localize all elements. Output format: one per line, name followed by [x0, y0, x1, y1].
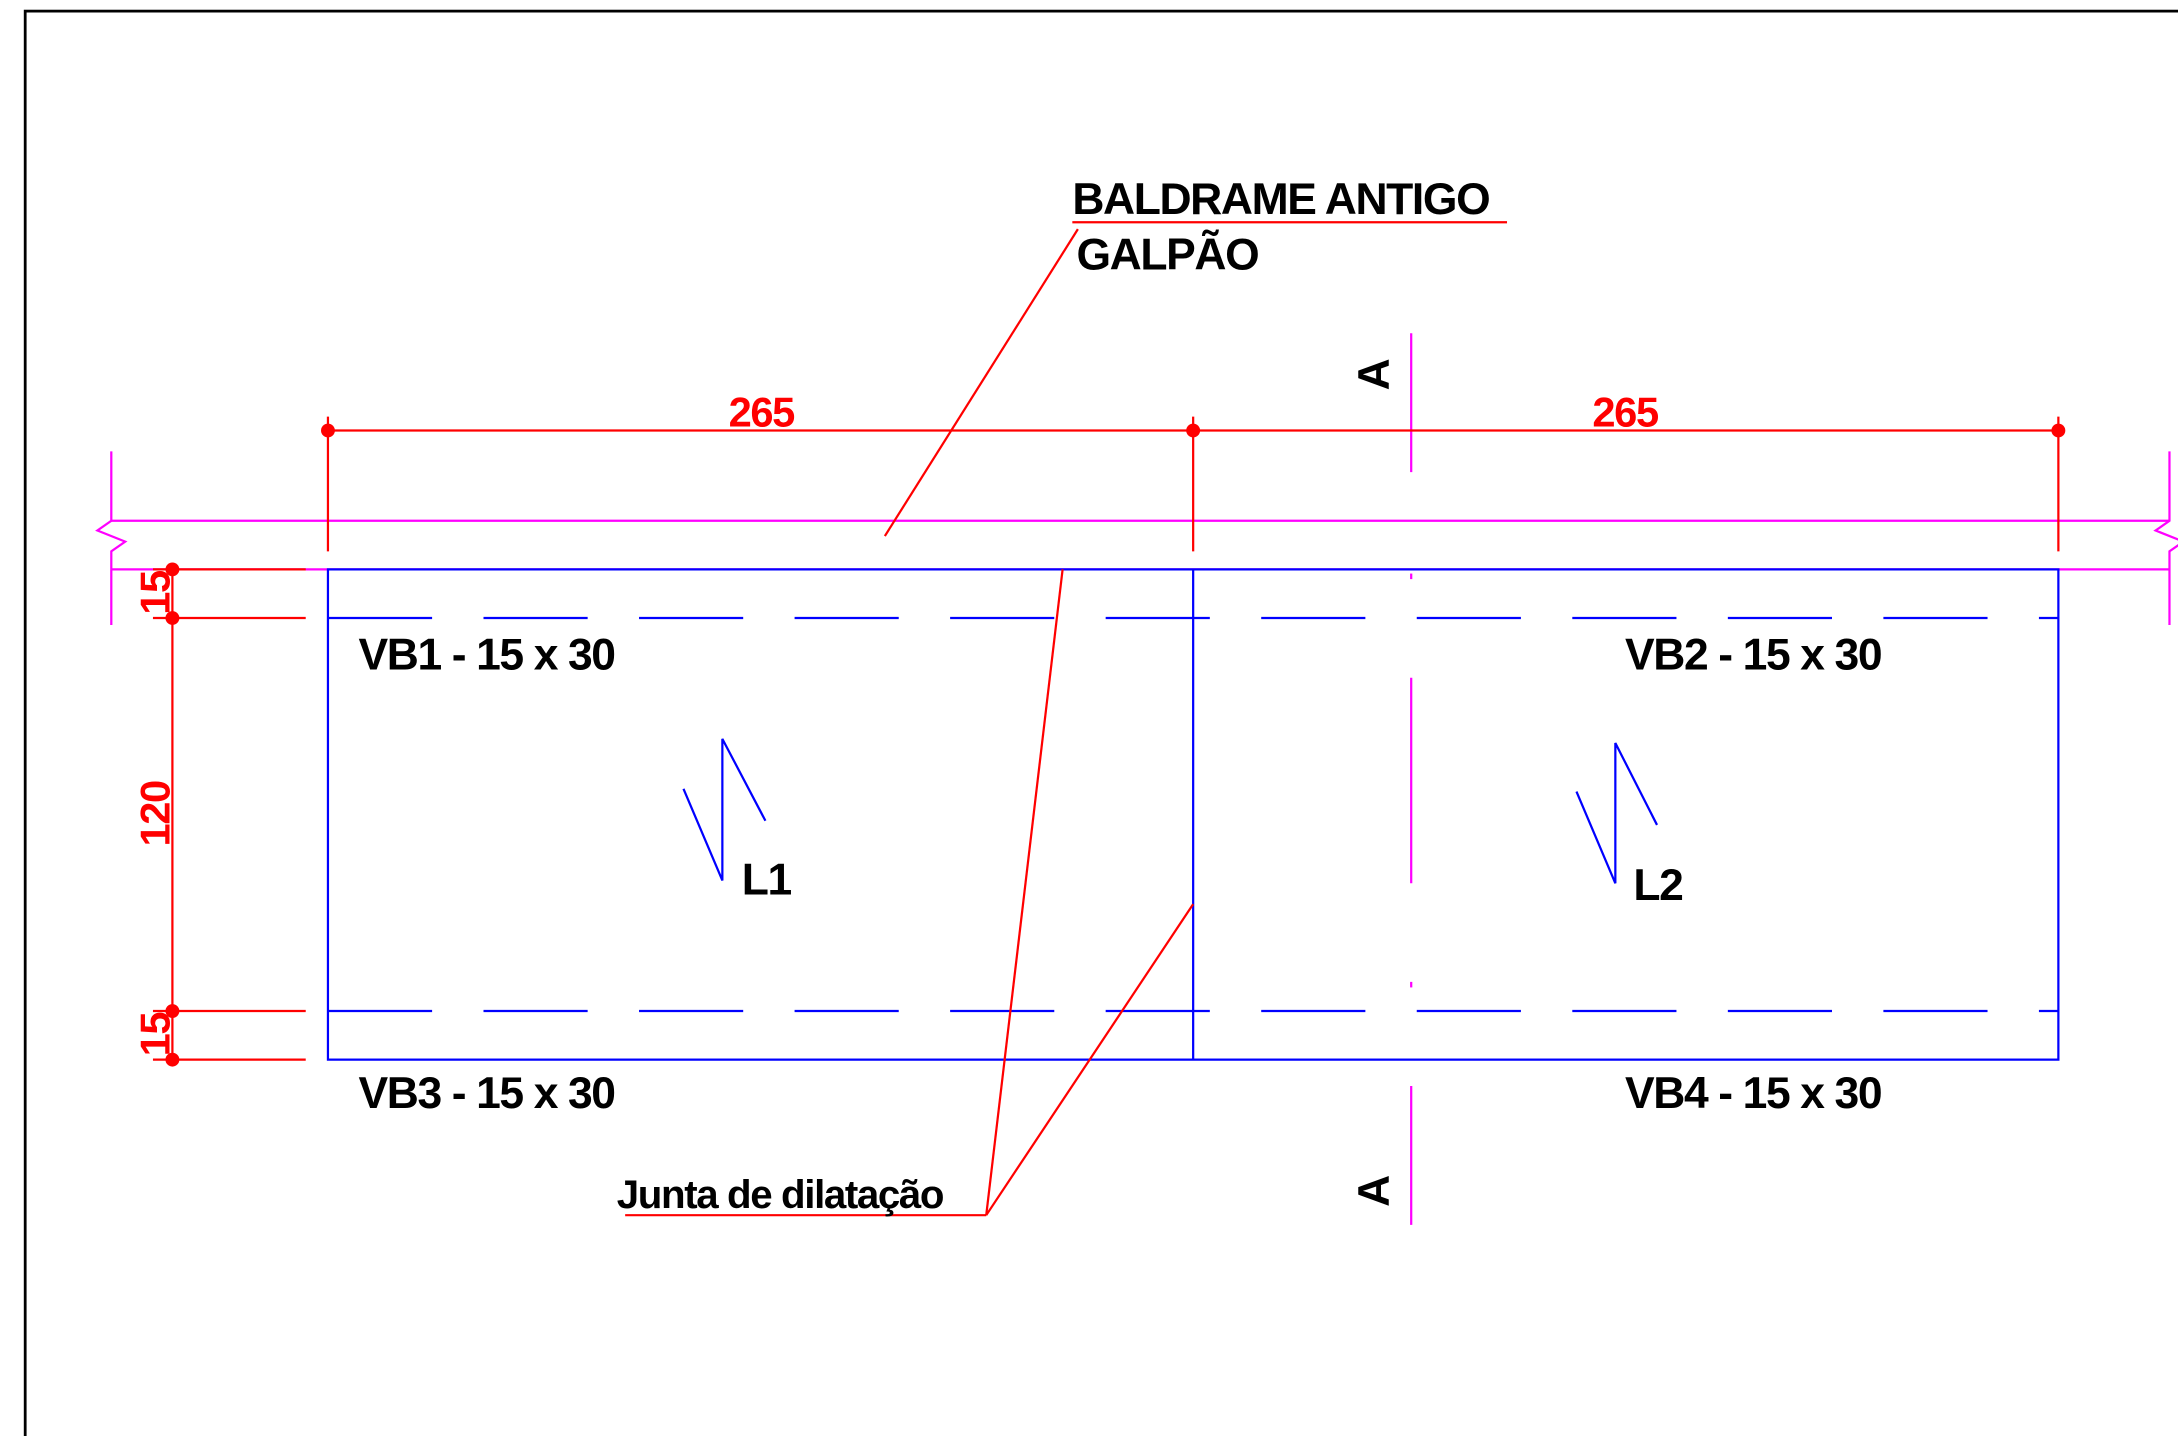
- dimension-label: 120: [132, 781, 179, 847]
- leader: [625, 221, 1508, 1217]
- dimension-label: 265: [1592, 388, 1659, 435]
- leader-text: BALDRAME ANTIGO: [1072, 175, 1489, 224]
- beam-label: VB2 - 15 x 30: [1625, 630, 1881, 679]
- frame: [23, 9, 2178, 1436]
- dimension-label: 15: [132, 1012, 179, 1057]
- section-label: A: [1350, 359, 1399, 390]
- dimension-dots: [165, 423, 2066, 1067]
- beam-label: VB3 - 15 x 30: [359, 1069, 615, 1118]
- leader-text: Junta de dilatação: [617, 1172, 944, 1217]
- slab-outline: [326, 568, 2060, 1061]
- vertical-dimension: [152, 568, 306, 1061]
- dimension-label: 265: [729, 388, 796, 435]
- slab-label: L1: [742, 855, 792, 904]
- slab-label: L2: [1633, 861, 1682, 910]
- section-label: A: [1350, 1176, 1399, 1207]
- beam-label: VB1 - 15 x 30: [359, 630, 615, 679]
- dimension-label: 15: [132, 570, 179, 615]
- leader-text: GALPÃO: [1077, 229, 1259, 279]
- old-beam: [95, 451, 2178, 625]
- beam-label: VB4 - 15 x 30: [1625, 1069, 1881, 1118]
